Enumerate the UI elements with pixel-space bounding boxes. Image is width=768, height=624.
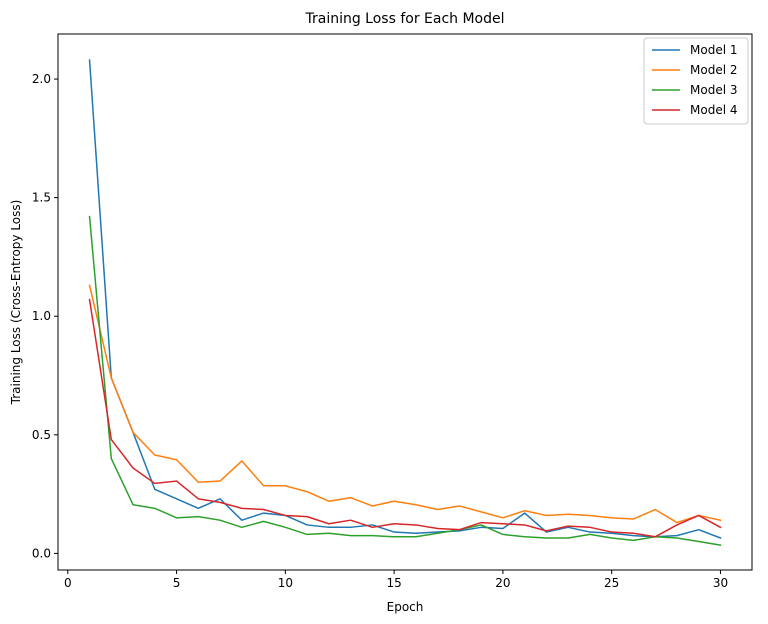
axes-frame — [57, 33, 753, 571]
series-line-model-2 — [88, 284, 722, 524]
plot-area — [88, 59, 722, 546]
series-line-model-1 — [88, 59, 722, 539]
x-tick-label: 30 — [713, 576, 728, 590]
y-tick-label: 1.0 — [32, 309, 51, 323]
x-axis-label: Epoch — [387, 600, 424, 614]
legend: Model 1 Model 2 Model 3 Model 4 — [643, 37, 749, 125]
legend-label: Model 2 — [690, 63, 737, 77]
x-tick-label: 15 — [386, 576, 401, 590]
y-axis-ticks: 0.0 0.5 1.0 1.5 2.0 — [32, 72, 58, 560]
legend-label: Model 4 — [690, 103, 737, 117]
x-tick-label: 20 — [495, 576, 510, 590]
x-tick-label: 10 — [278, 576, 293, 590]
y-axis-label: Training Loss (Cross-Entropy Loss) — [9, 200, 23, 406]
y-tick-label: 2.0 — [32, 72, 51, 86]
legend-label: Model 3 — [690, 83, 737, 97]
legend-label: Model 1 — [690, 43, 737, 57]
x-tick-label: 0 — [64, 576, 72, 590]
series-line-model-3 — [88, 215, 722, 546]
y-tick-label: 0.0 — [32, 546, 51, 560]
chart-title: Training Loss for Each Model — [304, 11, 504, 27]
legend-box — [643, 37, 749, 125]
y-tick-label: 1.5 — [32, 191, 51, 205]
x-tick-label: 5 — [173, 576, 181, 590]
x-tick-label: 25 — [604, 576, 619, 590]
series-line-model-4 — [88, 298, 722, 538]
x-axis-ticks: 0 5 10 15 20 25 30 — [64, 570, 728, 590]
y-tick-label: 0.5 — [32, 428, 51, 442]
